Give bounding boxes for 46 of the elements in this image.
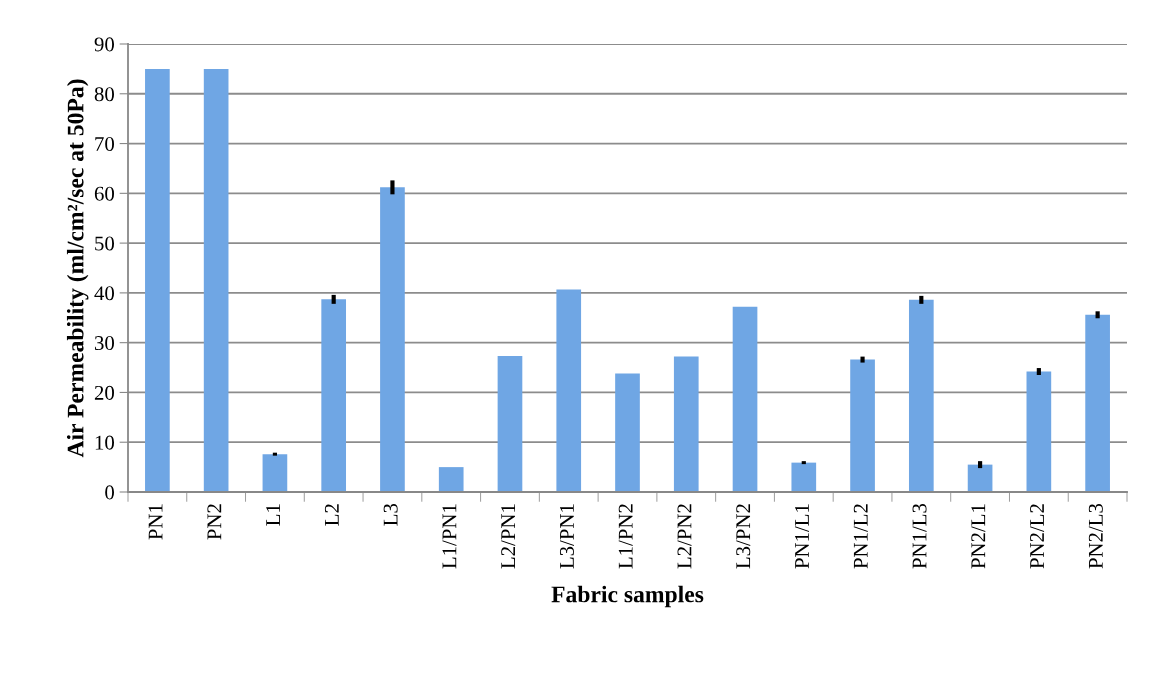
bar (203, 68, 229, 492)
x-tick-label: PN2/L2 (1030, 504, 1045, 569)
x-tick-label: PN2/L3 (1088, 503, 1103, 569)
x-tick-label: L2 (324, 504, 339, 526)
bar (262, 454, 288, 492)
x-tick-label: L2/PN2 (677, 504, 692, 569)
bar (438, 467, 464, 492)
bar (850, 359, 875, 492)
y-tick-label: 40 (94, 286, 115, 301)
x-tick-label: L3/PN2 (736, 504, 751, 569)
x-tick-label: PN2 (207, 504, 222, 540)
x-tick-label: PN1/L1 (795, 504, 810, 569)
bar (145, 68, 170, 492)
bar (673, 356, 699, 492)
y-tick-label: 10 (95, 435, 115, 450)
bar (732, 306, 758, 492)
x-tick-label: L1 (266, 504, 280, 526)
bar (380, 187, 405, 492)
bar (615, 373, 640, 492)
y-tick-label: 20 (94, 385, 115, 400)
x-tick-label: L3 (383, 503, 398, 526)
x-tick-label: PN1 (148, 504, 163, 540)
y-tick-label: 0 (105, 485, 115, 500)
bar (791, 462, 817, 492)
y-tick-label: 60 (94, 186, 115, 201)
y-tick-label: 50 (95, 236, 115, 251)
x-tick-label: L1/PN1 (442, 504, 457, 569)
bar (1085, 314, 1110, 492)
x-tick-label: L1/PN2 (618, 504, 633, 569)
bar (321, 299, 347, 492)
y-axis-title: Air Permeability (ml/cm²/sec at 50Pa) (66, 79, 89, 458)
y-tick-label: 70 (95, 136, 115, 151)
x-tick-label: PN1/L3 (912, 503, 927, 569)
y-tick-label: 80 (94, 87, 115, 102)
bar (1026, 371, 1052, 492)
x-axis-title: Fabric samples (551, 585, 704, 608)
bar (497, 356, 523, 492)
bar (908, 299, 934, 492)
x-tick-label: L2/PN1 (501, 504, 516, 569)
bar (967, 464, 993, 492)
bar (556, 289, 582, 492)
x-tick-label: PN1/L2 (853, 504, 868, 569)
x-tick-label: PN2/L1 (971, 504, 986, 569)
y-tick-label: 90 (94, 37, 115, 52)
y-tick-label: 30 (94, 336, 115, 351)
x-tick-label: L3/PN1 (559, 504, 574, 569)
